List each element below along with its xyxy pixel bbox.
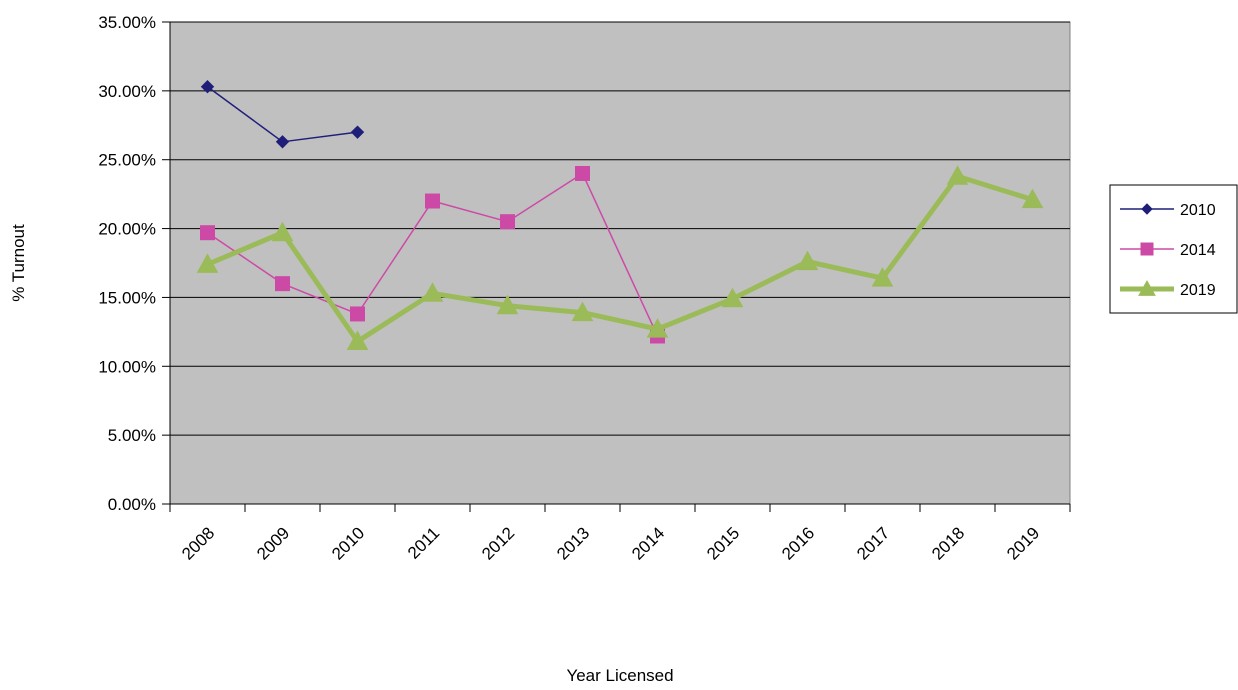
data-point-diamond <box>200 80 215 94</box>
x-tick-label: 2017 <box>853 523 893 563</box>
legend-label: 2010 <box>1180 202 1216 219</box>
data-point-triangle <box>796 250 819 271</box>
data-point-square <box>275 276 290 292</box>
data-point-square <box>350 306 365 322</box>
data-point-triangle <box>346 330 369 350</box>
plot-area-background <box>169 21 1071 505</box>
data-point-diamond <box>1141 203 1153 215</box>
data-point-triangle <box>196 253 219 273</box>
x-tick-label: 2008 <box>178 523 218 563</box>
legend-item: 2019 <box>1120 279 1216 299</box>
data-point-triangle <box>571 301 594 322</box>
legend: 2010 2014 2019 <box>1109 184 1238 314</box>
y-tick-label: 20.00% <box>98 220 156 239</box>
x-tick-label: 2012 <box>478 523 518 563</box>
legend-item: 2014 <box>1120 242 1216 259</box>
x-tick-label: 2011 <box>404 523 443 562</box>
x-tick-label: 2010 <box>328 523 368 563</box>
legend-label: 2014 <box>1180 242 1216 259</box>
data-point-diamond <box>350 125 365 139</box>
y-tick-label: 10.00% <box>98 357 156 376</box>
data-point-triangle <box>271 221 294 242</box>
data-point-square <box>200 225 215 241</box>
series-group <box>196 80 1044 350</box>
data-point-triangle <box>946 165 969 185</box>
data-point-triangle <box>496 294 519 315</box>
data-point-triangle <box>421 282 444 302</box>
y-tick-label: 35.00% <box>98 13 156 32</box>
series-line <box>206 173 1034 344</box>
data-point-square <box>1140 242 1154 256</box>
data-point-triangle <box>1021 188 1044 209</box>
x-tick-label: 2019 <box>1003 523 1043 563</box>
data-point-triangle <box>721 287 744 308</box>
legend-item: 2010 <box>1120 202 1216 219</box>
data-point-square <box>575 165 590 181</box>
series-2010 <box>200 80 365 149</box>
x-tick-labels: 2008 2009 2010 2011 2012 2013 2014 2015 2016 2017… <box>178 523 1043 563</box>
data-point-square <box>425 193 440 209</box>
axes <box>162 21 1071 512</box>
x-tick-label: 2014 <box>628 523 668 563</box>
y-tick-label: 5.00% <box>108 426 156 445</box>
gridlines <box>170 21 1070 436</box>
data-point-triangle <box>1138 279 1156 296</box>
y-axis-title: % Turnout <box>9 224 28 302</box>
legend-label: 2019 <box>1180 282 1216 299</box>
x-tick-label: 2009 <box>253 523 293 563</box>
y-tick-label: 30.00% <box>98 82 156 101</box>
data-point-diamond <box>275 135 290 149</box>
y-tick-label: 15.00% <box>98 288 156 307</box>
series-2019 <box>196 165 1044 350</box>
x-tick-label: 2016 <box>778 523 818 563</box>
data-point-triangle <box>646 318 669 338</box>
data-point-square <box>500 214 515 230</box>
x-axis-title: Year Licensed <box>566 666 673 685</box>
data-point-triangle <box>871 267 894 287</box>
y-tick-label: 25.00% <box>98 151 156 170</box>
series-2014 <box>200 165 665 344</box>
x-tick-label: 2013 <box>553 523 593 563</box>
y-tick-label: 0.00% <box>108 495 156 514</box>
x-tick-label: 2018 <box>928 523 968 563</box>
x-tick-label: 2015 <box>703 523 743 563</box>
y-tick-labels: 0.00% 5.00% 10.00% 15.00% 20.00% 25.00% 30.00%… <box>98 13 156 514</box>
